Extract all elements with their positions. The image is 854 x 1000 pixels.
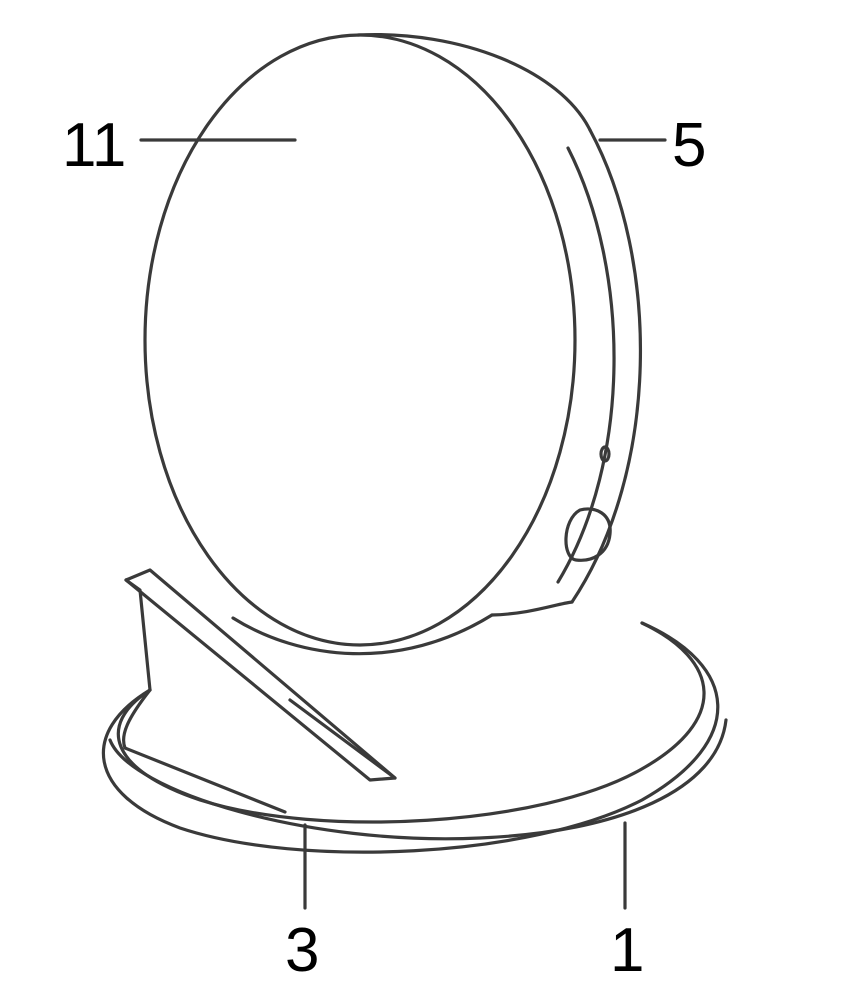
base-top-edge [118,623,704,822]
label-5: 5 [672,115,706,177]
disc-front-face [145,35,575,645]
label-11: 11 [62,115,126,177]
stand-inner-edge [290,700,395,778]
disc-seat-curve [233,615,492,654]
device-diagram [0,0,854,1000]
base-bottom-edge [103,623,717,852]
label-1: 1 [610,920,644,982]
disc-bottom-rim [492,602,572,615]
figure-stage: 11 5 3 1 [0,0,854,1000]
label-3: 3 [285,920,319,982]
